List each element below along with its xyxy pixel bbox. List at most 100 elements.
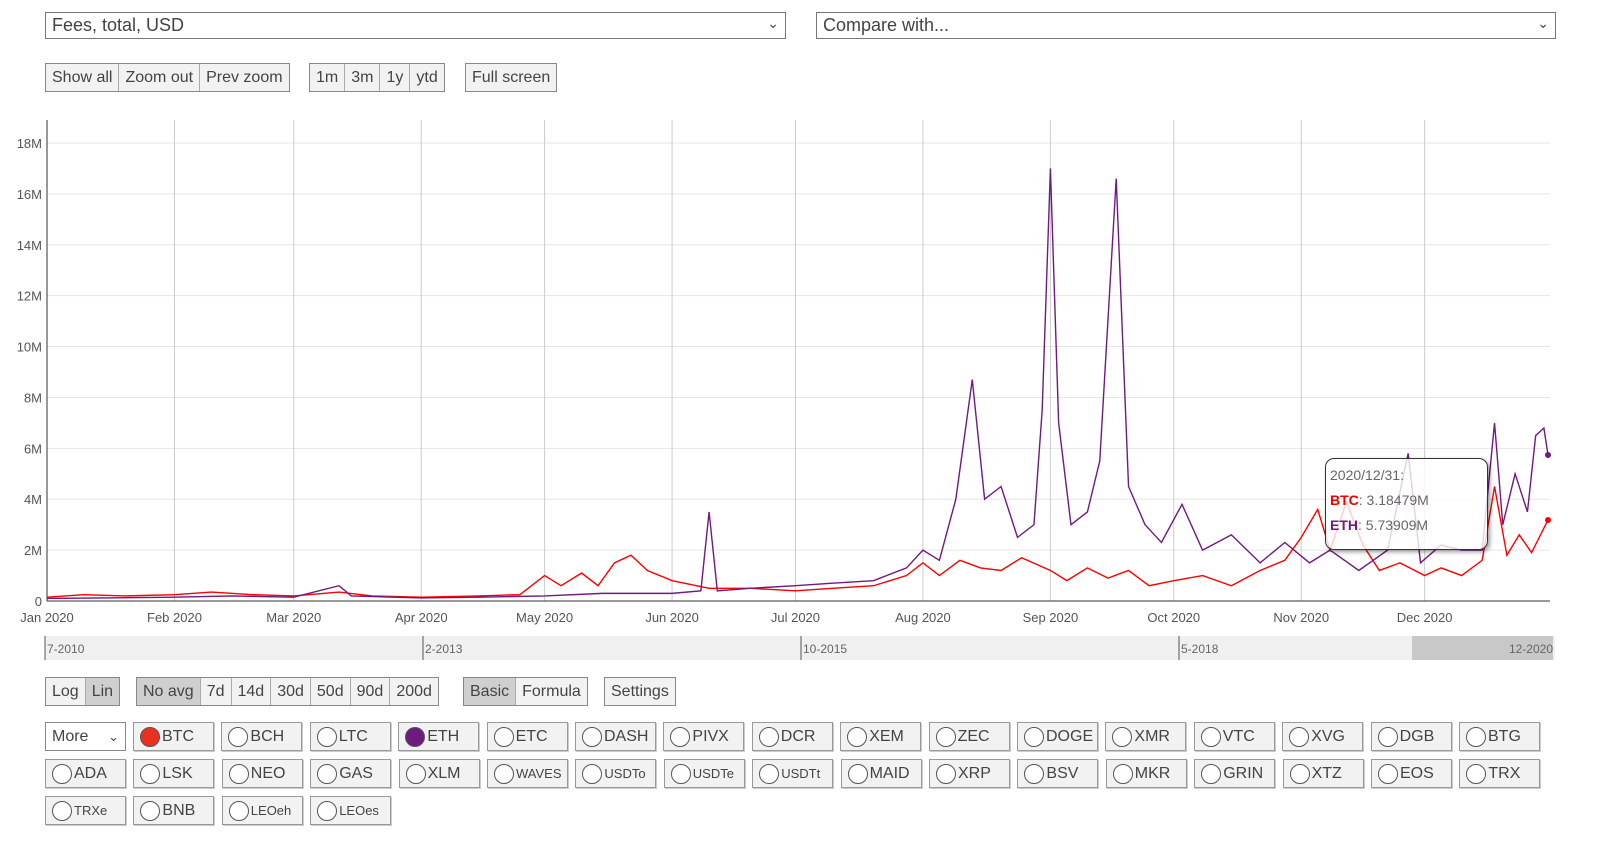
radio-icon [228,764,249,784]
coin-label: NEO [250,765,286,782]
coin-label: BTG [1488,728,1521,745]
coin-toggle-bch[interactable]: BCH [221,722,303,751]
range-1y-button[interactable]: 1y [380,64,411,91]
coin-toggle-btg[interactable]: BTG [1459,722,1540,751]
coin-label: USDTo [604,766,646,781]
coin-toggle-zec[interactable]: ZEC [928,722,1010,751]
compare-select[interactable]: Compare with... ⌄ [816,12,1556,39]
tooltip-btc-value: : 3.18479M [1358,492,1429,508]
coin-toggle-dcr[interactable]: DCR [751,722,833,751]
coin-toggle-dgb[interactable]: DGB [1370,722,1452,751]
scale-button-group: Log Lin [45,677,121,706]
settings-button[interactable]: Settings [605,678,675,705]
coin-toggle-xmr[interactable]: XMR [1105,722,1187,751]
radio-icon [1200,727,1221,747]
range-3m-button[interactable]: 3m [345,64,381,91]
coin-toggle-maid[interactable]: MAID [840,759,922,788]
coin-toggle-xtz[interactable]: XTZ [1282,759,1364,788]
radio-icon [1112,764,1133,784]
tooltip-btc-label: BTC [1330,492,1359,508]
coin-toggle-etc[interactable]: ETC [486,722,568,751]
coin-toggle-leoes[interactable]: LEOes [310,796,392,825]
coin-toggle-eth[interactable]: ETH [398,722,480,751]
coin-toggle-bsv[interactable]: BSV [1017,759,1099,788]
metric-select[interactable]: Fees, total, USD ⌄ [45,12,786,39]
series-marker-eth [1545,451,1551,458]
coin-label: USDTe [692,766,734,781]
zoom-out-button[interactable]: Zoom out [119,64,201,91]
avg-button-90d[interactable]: 90d [350,678,391,705]
radio-icon [847,727,868,747]
mode-button-formula[interactable]: Formula [516,678,587,705]
coin-toggle-neo[interactable]: NEO [221,759,303,788]
coin-label: TRXe [74,803,108,818]
coin-toggle-lsk[interactable]: LSK [133,759,215,788]
lin-scale-button[interactable]: Lin [85,678,120,705]
radio-icon [670,727,691,747]
radio-icon [1289,727,1310,747]
navigator-selection[interactable] [1412,636,1553,660]
coin-toggle-grin[interactable]: GRIN [1194,759,1276,788]
radio-icon [1024,764,1045,784]
radio-icon [758,727,779,747]
navigator-label: 10-2015 [803,642,847,656]
y-tick-label: 2M [24,543,42,558]
chart-tooltip: 2020/12/31: BTC: 3.18479M ETH: 5.73909M [1325,458,1488,550]
series-line-eth [46,168,1549,600]
mode-button-basic[interactable]: Basic [464,678,517,705]
coin-toggle-waves[interactable]: WAVES [487,759,568,788]
zoom-button-group: Show all Zoom out Prev zoom [45,63,290,92]
coin-toggle-pivx[interactable]: PIVX [663,722,745,751]
x-tick-label: Oct 2020 [1147,610,1200,625]
full-screen-button[interactable]: Full screen [466,64,557,91]
radio-icon [582,727,602,747]
avg-button-14d[interactable]: 14d [231,678,272,705]
x-tick-label: May 2020 [516,610,573,625]
coin-toggle-xem[interactable]: XEM [840,722,922,751]
coin-toggle-xlm[interactable]: XLM [398,759,480,788]
coin-toggle-usdtt[interactable]: USDTt [752,759,834,788]
y-tick-label: 4M [24,492,42,507]
coin-label: PIVX [692,728,729,745]
range-ytd-button[interactable]: ytd [410,64,444,91]
radio-icon [316,727,337,747]
avg-button-200d[interactable]: 200d [390,678,438,705]
coin-toggle-btc[interactable]: BTC [133,722,214,751]
navigator-label: 5-2018 [1181,642,1219,656]
avg-button-7d[interactable]: 7d [200,678,232,705]
log-scale-button[interactable]: Log [46,678,86,705]
fees-chart[interactable]: 0 2M 4M 6M 8M 10M 12M 14M 16M 18M Jan 2020 Feb 2020… [0,110,1600,670]
coin-toggle-vtc[interactable]: VTC [1193,722,1275,751]
x-tick-label: Aug 2020 [895,610,951,625]
coin-label: GAS [339,765,373,782]
coin-toggle-xrp[interactable]: XRP [929,759,1010,788]
coin-toggle-usdto[interactable]: USDTo [575,759,657,788]
coin-toggle-eos[interactable]: EOS [1371,759,1452,788]
coin-toggle-trxe[interactable]: TRXe [45,796,126,825]
coin-toggle-mkr[interactable]: MKR [1105,759,1187,788]
coin-label: TRX [1488,765,1521,782]
more-coins-select[interactable]: More ⌄ [45,722,126,751]
tooltip-eth-value: : 5.73909M [1358,517,1429,533]
coin-toggle-leoeh[interactable]: LEOeh [221,796,303,825]
range-1m-button[interactable]: 1m [310,64,346,91]
coin-toggle-usdte[interactable]: USDTe [663,759,745,788]
more-select-value: More [52,728,89,745]
coin-toggle-dash[interactable]: DASH [575,722,656,751]
radio-icon [140,764,161,784]
prev-zoom-button[interactable]: Prev zoom [200,64,289,91]
coin-toggle-bnb[interactable]: BNB [133,796,215,825]
avg-button-30d[interactable]: 30d [271,678,311,705]
coin-toggle-doge[interactable]: DOGE [1017,722,1098,751]
coin-toggle-trx[interactable]: TRX [1459,759,1541,788]
avg-button-no-avg[interactable]: No avg [137,678,201,705]
coin-toggle-gas[interactable]: GAS [310,759,392,788]
show-all-button[interactable]: Show all [46,64,120,91]
tooltip-date: 2020/12/31: [1330,467,1404,483]
coin-toggle-xvg[interactable]: XVG [1282,722,1364,751]
avg-button-50d[interactable]: 50d [310,678,351,705]
coin-toggle-ada[interactable]: ADA [45,759,126,788]
coin-label: EOS [1400,765,1434,782]
coin-toggle-ltc[interactable]: LTC [309,722,391,751]
coin-label: LSK [162,765,193,782]
